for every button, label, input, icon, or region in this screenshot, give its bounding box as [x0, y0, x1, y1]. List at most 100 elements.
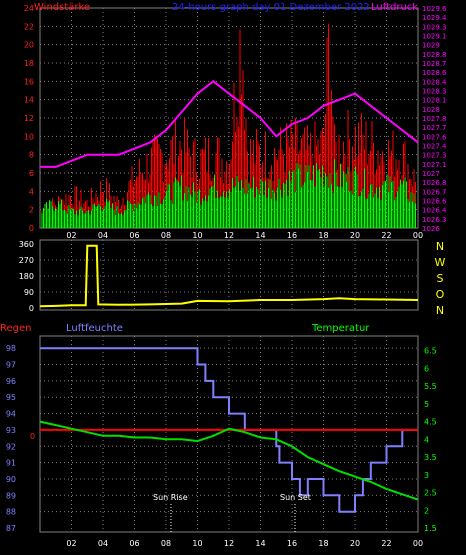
chart-title: 24-hours graph day 01 Dezember 2022: [172, 2, 370, 13]
pressure-tick-label: 1026: [422, 225, 440, 233]
wind-tick-label: 18: [24, 59, 34, 68]
wind-tick-label: 0: [29, 224, 34, 233]
time-tick-label: 10: [192, 231, 202, 240]
humidity-tick-label: 93: [6, 426, 16, 435]
time-tick-label: 12: [224, 231, 234, 240]
time-tick-label: 00: [413, 231, 423, 240]
humidity-tick-label: 96: [6, 377, 16, 386]
temperature-tick-label: 6.5: [424, 347, 437, 356]
temperature-tick-label: 4: [424, 435, 429, 444]
direction-axis-ticks: 0 90 180 270 360: [19, 240, 34, 313]
pressure-tick-label: 1027: [422, 170, 440, 178]
pressure-tick-label: 1026.6: [422, 198, 447, 206]
time-tick-label: 20: [350, 231, 360, 240]
pressure-tick-label: 1028.1: [422, 97, 447, 105]
time-tick-label: 18: [318, 539, 328, 548]
pressure-tick-label: 1028: [422, 106, 440, 114]
rain-zero-label: 0: [30, 432, 35, 441]
temperature-tick-label: 2.5: [424, 489, 437, 498]
time-tick-label: 06: [129, 539, 139, 548]
wind-tick-label: 20: [24, 41, 34, 50]
direction-line: [39, 244, 419, 308]
humidity-axis-ticks: 87 88 89 90 91 92 93 94 95 96 97 98: [6, 344, 16, 533]
time-tick-label: 14: [255, 539, 265, 548]
wind-tick-label: 8: [29, 151, 34, 160]
humidity-tick-label: 87: [6, 524, 16, 533]
wind-tick-label: 6: [29, 169, 34, 178]
wind-tick-label: 14: [24, 96, 34, 105]
pressure-tick-label: 1027.7: [422, 124, 447, 132]
pressure-tick-label: 1028.6: [422, 69, 447, 77]
direction-tick-label: 0: [29, 304, 34, 313]
time-tick-label: 02: [66, 231, 76, 240]
pressure-tick-label: 1028.4: [422, 78, 447, 86]
pressure-tick-label: 1027.4: [422, 143, 447, 151]
pressure-tick-label: 1026.8: [422, 179, 447, 187]
time-tick-label: 18: [318, 231, 328, 240]
temperature-tick-label: 1.5: [424, 524, 437, 533]
pressure-tick-label: 1029: [422, 42, 440, 50]
pressure-tick-label: 1028.3: [422, 88, 447, 96]
temperature-axis-label: Temperatur: [311, 323, 370, 334]
temperature-line: [39, 420, 419, 501]
wind-tick-label: 22: [24, 22, 34, 31]
wind-tick-label: 4: [29, 187, 34, 196]
time-tick-label: 16: [287, 539, 297, 548]
temperature-tick-label: 6: [424, 364, 429, 373]
humidity-axis-label: Luftfeuchte: [66, 323, 123, 334]
temperature-tick-label: 5: [424, 400, 429, 409]
pressure-line: [40, 80, 419, 168]
pressure-tick-label: 1027.1: [422, 161, 447, 169]
time-tick-label: 22: [381, 231, 391, 240]
time-tick-label: 00: [413, 539, 423, 548]
pressure-tick-label: 1027.6: [422, 133, 447, 141]
pressure-axis-ticks: 10261026.31026.41026.61026.71026.8102710…: [422, 5, 447, 233]
humidity-tick-label: 94: [6, 410, 16, 419]
pressure-tick-label: 1027.3: [422, 152, 447, 160]
time-tick-label: 20: [350, 539, 360, 548]
wind-tick-label: 2: [29, 206, 34, 215]
time-tick-label: 14: [255, 231, 265, 240]
bottom-series: [39, 347, 419, 513]
pressure-tick-label: 1029.3: [422, 23, 447, 31]
time-tick-label: 04: [98, 231, 108, 240]
pressure-tick-label: 1028.8: [422, 51, 447, 59]
time-tick-label: 22: [381, 539, 391, 548]
pressure-tick-label: 1029.4: [422, 14, 447, 22]
time-tick-label: 04: [98, 539, 108, 548]
compass-letter: N: [436, 240, 444, 253]
direction-tick-label: 270: [19, 256, 34, 265]
pressure-axis-label: Luftdruck: [371, 2, 418, 13]
humidity-tick-label: 92: [6, 442, 16, 451]
direction-tick-label: 180: [19, 272, 34, 281]
direction-tick-label: 360: [19, 240, 34, 249]
wind-tick-label: 16: [24, 77, 34, 86]
humidity-tick-label: 97: [6, 361, 16, 370]
compass-letter: S: [437, 272, 444, 285]
wind-tick-label: 10: [24, 132, 34, 141]
bottom-grid: [40, 336, 418, 532]
humidity-tick-label: 98: [6, 344, 16, 353]
compass-letter: N: [436, 304, 444, 317]
humidity-tick-label: 95: [6, 393, 16, 402]
temperature-axis-ticks: 1.5 2 2.5 3 3.5 4 4.5 5 5.5 6 6.5: [424, 347, 437, 533]
wind-series: [41, 23, 416, 228]
humidity-tick-label: 89: [6, 491, 16, 500]
time-tick-label: 12: [224, 539, 234, 548]
time-tick-label: 02: [66, 539, 76, 548]
humidity-tick-label: 88: [6, 508, 16, 517]
wind-tick-label: 12: [24, 114, 34, 123]
time-tick-label: 06: [129, 231, 139, 240]
top-grid: [40, 8, 418, 228]
pressure-tick-label: 1027.8: [422, 115, 447, 123]
top-time-axis: 02 04 06 08 10 12 14 16 18 20 22 00: [66, 231, 423, 240]
pressure-tick-label: 1028.7: [422, 60, 447, 68]
temperature-tick-label: 3.5: [424, 453, 437, 462]
time-tick-label: 08: [161, 539, 171, 548]
pressure-series: [40, 80, 419, 168]
